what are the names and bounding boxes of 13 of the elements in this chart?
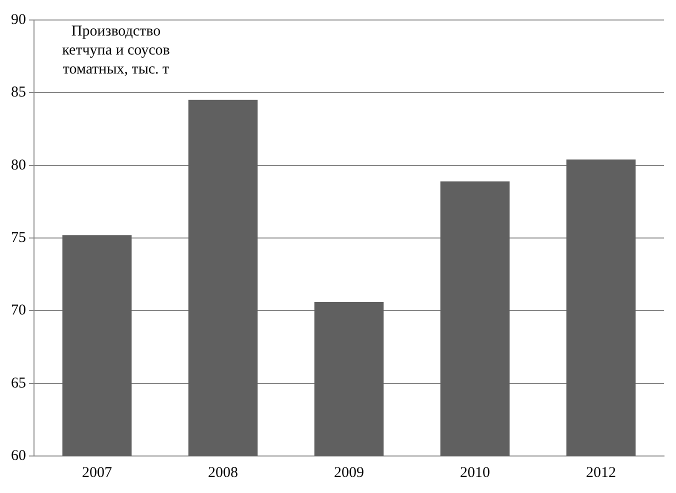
y-tick-label: 75 bbox=[11, 230, 26, 246]
y-tick-label: 90 bbox=[11, 12, 26, 28]
y-tick-label: 60 bbox=[11, 448, 26, 464]
y-tick-label: 65 bbox=[11, 375, 26, 392]
x-tick-label: 2007 bbox=[82, 464, 112, 481]
text: Производство кетчупа и соусов томатных, тыс. т bbox=[62, 23, 170, 78]
y-tick-label: 80 bbox=[11, 157, 26, 174]
y-tick-label: 85 bbox=[11, 84, 26, 101]
x-tick-label: 2012 bbox=[586, 464, 616, 481]
x-tick-label: 2009 bbox=[334, 464, 364, 481]
y-tick-label: 70 bbox=[11, 302, 26, 319]
x-tick-label: 2008 bbox=[208, 464, 238, 481]
x-tick-label: 2010 bbox=[460, 464, 490, 481]
